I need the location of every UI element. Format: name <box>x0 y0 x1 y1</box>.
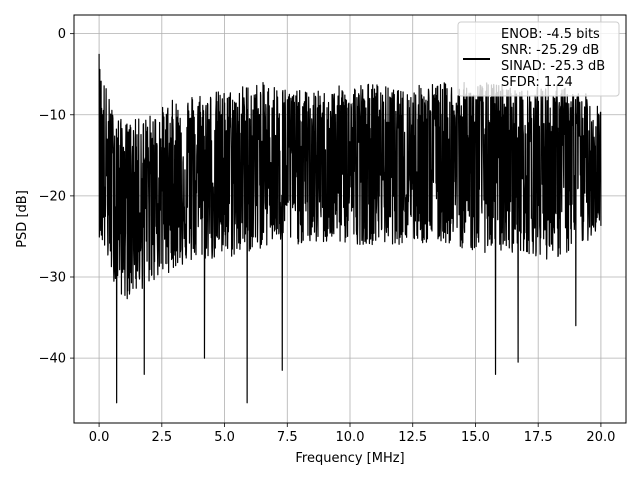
y-tick-label: −30 <box>39 270 66 285</box>
x-tick-label: 15.0 <box>461 430 490 445</box>
legend-entry-enob: ENOB: -4.5 bits <box>501 27 600 42</box>
legend: ENOB: -4.5 bits SNR: -25.29 dB SINAD: -2… <box>457 21 620 97</box>
psd-series-line <box>98 53 602 404</box>
x-tick-label: 20.0 <box>586 430 615 445</box>
x-tick-label: 7.5 <box>277 430 298 445</box>
x-tick-label: 5.0 <box>214 430 235 445</box>
x-tick-label: 2.5 <box>151 430 172 445</box>
y-tick-label: −40 <box>39 352 66 367</box>
y-tick-label: −20 <box>39 189 66 204</box>
x-tick-label: 17.5 <box>524 430 553 445</box>
series-group <box>98 53 602 404</box>
legend-entry-sfdr: SFDR: 1.24 <box>501 75 573 90</box>
y-tick-label: −10 <box>39 108 66 123</box>
y-tick-label: 0 <box>58 27 66 42</box>
legend-entry-sinad: SINAD: -25.3 dB <box>501 59 605 74</box>
y-axis-label: PSD [dB] <box>15 190 30 248</box>
x-tick-label: 0.0 <box>89 430 110 445</box>
x-tick-label: 10.0 <box>336 430 365 445</box>
x-tick-label: 12.5 <box>398 430 427 445</box>
ticks: 0.0 2.5 5.0 7.5 10.0 12.5 15.0 17.5 20.0 0 −10 −20 −… <box>39 27 616 445</box>
legend-entry-snr: SNR: -25.29 dB <box>501 43 599 58</box>
legend-box <box>457 21 620 97</box>
x-axis-label: Frequency [MHz] <box>295 451 404 466</box>
